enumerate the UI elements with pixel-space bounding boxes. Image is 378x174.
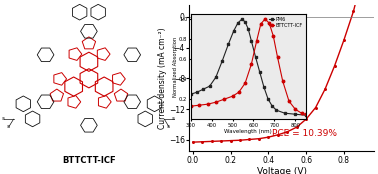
Text: PCE = 10.39%: PCE = 10.39% bbox=[272, 129, 337, 138]
Text: CN: CN bbox=[7, 125, 11, 129]
Text: CN: CN bbox=[167, 125, 171, 129]
Y-axis label: Current density (mA cm⁻²): Current density (mA cm⁻²) bbox=[158, 27, 167, 129]
Text: CN: CN bbox=[2, 117, 6, 121]
X-axis label: Voltage (V): Voltage (V) bbox=[257, 167, 307, 174]
Text: BTTCTT-ICF: BTTCTT-ICF bbox=[62, 156, 116, 165]
Text: CN: CN bbox=[172, 117, 175, 121]
